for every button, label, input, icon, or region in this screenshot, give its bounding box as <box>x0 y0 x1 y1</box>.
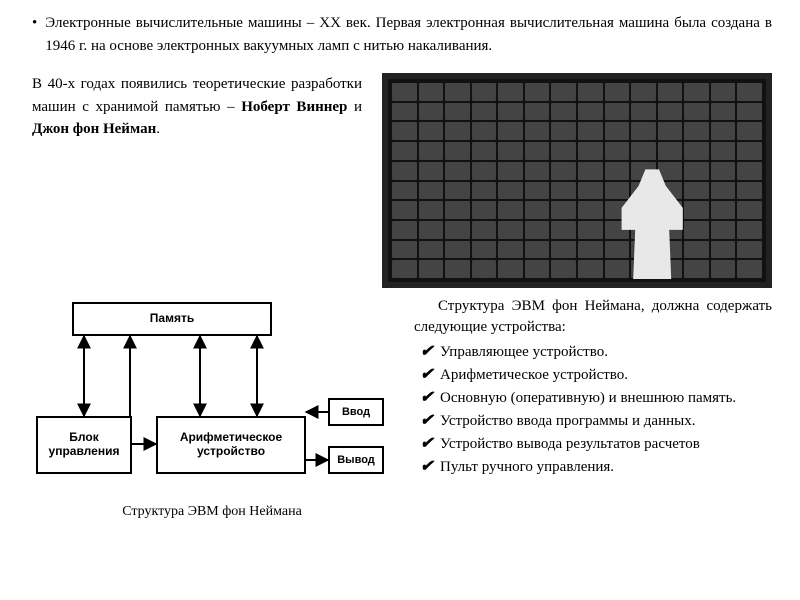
list-item-text: Основную (оперативную) и внешнюю память. <box>440 388 772 409</box>
eniac-photo <box>382 73 772 288</box>
list-item: ✔Основную (оперативную) и внешнюю память… <box>420 388 772 409</box>
row-2: В 40-х годах появились теоретические раз… <box>32 73 772 288</box>
photo-panel <box>388 79 766 282</box>
von-neumann-diagram: Память Блок управления Арифметическое ус… <box>32 296 392 496</box>
check-icon: ✔ <box>420 365 440 384</box>
list-item-text: Устройство вывода результатов расчетов <box>440 434 772 455</box>
check-icon: ✔ <box>420 434 440 453</box>
list-item: ✔Устройство вывода результатов расчетов <box>420 434 772 455</box>
diagram-wrap: Память Блок управления Арифметическое ус… <box>32 296 392 520</box>
list-lead: Структура ЭВМ фон Неймана, должна содерж… <box>414 296 772 338</box>
list-item-text: Пульт ручного управления. <box>440 457 772 478</box>
bullet: • <box>32 12 37 57</box>
list-item-text: Управляющее устройство. <box>440 342 772 363</box>
device-list-column: Структура ЭВМ фон Неймана, должна содерж… <box>414 296 772 520</box>
list-item-text: Устройство ввода программы и данных. <box>440 411 772 432</box>
diagram-arrows <box>32 296 392 496</box>
list-item: ✔Управляющее устройство. <box>420 342 772 363</box>
check-icon: ✔ <box>420 457 440 476</box>
check-icon: ✔ <box>420 342 440 361</box>
list-item: ✔Арифметическое устройство. <box>420 365 772 386</box>
row-3: Память Блок управления Арифметическое ус… <box>32 296 772 520</box>
check-icon: ✔ <box>420 411 440 430</box>
diagram-caption: Структура ЭВМ фон Неймана <box>122 504 302 520</box>
list-item: ✔Устройство ввода программы и данных. <box>420 411 772 432</box>
and-word: и <box>347 99 362 115</box>
period: . <box>156 121 160 137</box>
name-neumann: Джон фон Нейман <box>32 121 156 137</box>
check-icon: ✔ <box>420 388 440 407</box>
paragraph-theory: В 40-х годах появились теоретические раз… <box>32 73 362 288</box>
name-wiener: Ноберт Виннер <box>241 99 347 115</box>
list-item-text: Арифметическое устройство. <box>440 365 772 386</box>
intro-block: • Электронные вычислительные машины – XX… <box>32 12 772 57</box>
intro-text: Электронные вычислительные машины – XX в… <box>45 12 772 57</box>
list-item: ✔Пульт ручного управления. <box>420 457 772 478</box>
device-list: ✔Управляющее устройство.✔Арифметическое … <box>414 342 772 478</box>
